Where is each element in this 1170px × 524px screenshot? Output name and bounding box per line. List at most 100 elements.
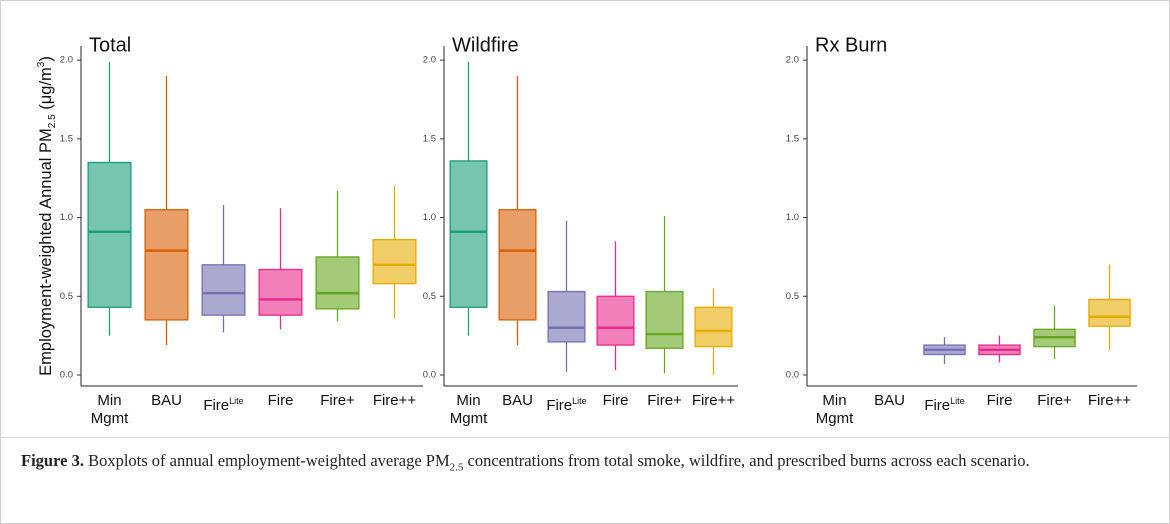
box (694, 306, 733, 348)
y-axis-title-part: Employment-weighted Annual PM (37, 128, 55, 376)
y-tick-label: 1.0 (423, 212, 436, 223)
caption-subscript: 2.5 (449, 461, 464, 474)
x-tick-label-inner: Fire (987, 392, 1013, 410)
x-tick-label-inner: Fire+ (647, 392, 682, 410)
x-tick-label-text: BAU (502, 392, 533, 409)
x-tick-label-text: Fire (203, 397, 230, 414)
y-tick-label: 0.0 (786, 369, 799, 380)
x-tick-label-box: BAU (874, 392, 905, 409)
x-tick-label-text: Fire (602, 392, 629, 409)
x-tick-label-inner: FireLite (546, 392, 586, 415)
x-tick-label-box: Fire+ (1005, 392, 1105, 410)
box (547, 290, 586, 343)
y-tick-label: 1.5 (60, 133, 73, 144)
boxplot (258, 208, 303, 330)
x-tick-label-text: Fire++ (1087, 392, 1132, 409)
x-tick-label-text: Fire+ (1037, 392, 1072, 409)
boxplot (1033, 305, 1076, 360)
x-tick-label-inner: Min Mgmt (85, 392, 135, 428)
x-tick-label: Fire+ (1005, 392, 1105, 410)
boxplot (498, 75, 537, 346)
boxplot (923, 337, 966, 364)
box (201, 264, 246, 316)
x-tick-label-text: Min Mgmt (815, 392, 854, 427)
x-tick-label-text: Fire+ (320, 392, 355, 409)
box (498, 209, 537, 321)
x-tick-label: Fire (231, 392, 331, 410)
x-tick-label-text: Min Mgmt (449, 392, 488, 427)
boxplot (201, 204, 246, 333)
x-tick-label: Fire++ (664, 392, 764, 410)
boxplot (596, 241, 635, 371)
box (449, 160, 488, 308)
box (87, 161, 132, 308)
boxplot (1088, 264, 1131, 350)
y-tick-label: 1.0 (786, 212, 799, 223)
y-axis-title-part: (μg/m (37, 67, 55, 114)
box (372, 238, 417, 285)
y-axis-title-part: 2.5 (47, 114, 58, 128)
caption-text: Boxplots of annual employment-weighted a… (83, 451, 450, 470)
x-tick-label-box: FireLite (174, 392, 274, 415)
caption-text: concentrations from total smoke, wildfir… (463, 451, 1030, 470)
x-tick-label-superscript: Lite (572, 396, 587, 406)
x-tick-label-box: Min Mgmt (419, 392, 519, 428)
x-tick-label-text: Fire (986, 392, 1013, 409)
boxplot (694, 288, 733, 375)
y-tick-label: 0.5 (423, 291, 436, 302)
x-tick-label-inner: Min Mgmt (810, 392, 860, 428)
box (315, 256, 360, 310)
x-tick-label-box: FireLite (924, 396, 964, 414)
x-tick-label-inner: Fire (603, 392, 629, 410)
figure: Total 0.0 0.5 1.0 1.5 2.0 Employment-weighted … (36, 34, 1160, 428)
x-tick-label: FireLite (517, 392, 617, 415)
x-tick-label: Fire++ (1060, 392, 1160, 410)
x-tick-label-text: Fire++ (372, 392, 417, 409)
x-tick-label-text: Fire (267, 392, 294, 409)
x-tick-label-box: FireLite (517, 392, 617, 415)
x-tick-label-inner: Fire+ (320, 392, 355, 410)
x-tick-label-box: Fire (603, 392, 629, 410)
x-tick-label-text: Min Mgmt (90, 392, 129, 427)
x-tick-label: Min Mgmt (419, 392, 519, 428)
x-tick-label-inner: Fire++ (373, 392, 416, 410)
box (596, 295, 635, 346)
y-tick-label: 0.5 (60, 291, 73, 302)
boxplot (372, 186, 417, 319)
x-tick-label-box: Min Mgmt (785, 392, 885, 428)
x-tick-label: BAU (468, 392, 568, 410)
x-tick-label-box: BAU (468, 392, 568, 410)
x-tick-label-inner: Fire++ (692, 392, 735, 410)
x-tick-label-inner: Fire++ (1088, 392, 1131, 410)
panel-title: Wildfire (452, 34, 519, 56)
x-tick-label: FireLite (174, 392, 274, 415)
x-tick-label-box: Fire (231, 392, 331, 410)
boxplot (547, 220, 586, 372)
y-tick-label: 0.0 (423, 369, 436, 380)
y-tick-label: 0.5 (786, 291, 799, 302)
y-axis-title-part: ) (37, 56, 55, 62)
x-tick-label-box: Fire+ (320, 392, 355, 410)
boxplot (315, 190, 360, 322)
boxplot (978, 335, 1021, 363)
box (645, 290, 684, 349)
x-tick-label-box: Fire (987, 392, 1013, 410)
x-tick-label: BAU (117, 392, 217, 410)
x-tick-label-text: Fire (546, 397, 573, 414)
x-tick-label: Min Mgmt (785, 392, 885, 428)
y-tick-label: 0.0 (60, 369, 73, 380)
x-tick-label-inner: FireLite (203, 392, 243, 415)
x-tick-label-inner: BAU (151, 392, 182, 410)
x-tick-label-box: BAU (117, 392, 217, 410)
caption-label: Figure 3. (21, 451, 84, 470)
box (258, 268, 303, 316)
y-tick-label: 2.0 (786, 55, 799, 66)
panel-title: Total (89, 34, 131, 56)
y-axis-title: Employment-weighted Annual PM2.5 (μg/m3) (36, 56, 58, 376)
x-tick-label: Fire+ (615, 392, 715, 410)
separator (1, 437, 1169, 438)
x-tick-label-box: Fire+ (615, 392, 715, 410)
box (144, 209, 189, 321)
x-tick-label-inner: Fire+ (1037, 392, 1072, 410)
